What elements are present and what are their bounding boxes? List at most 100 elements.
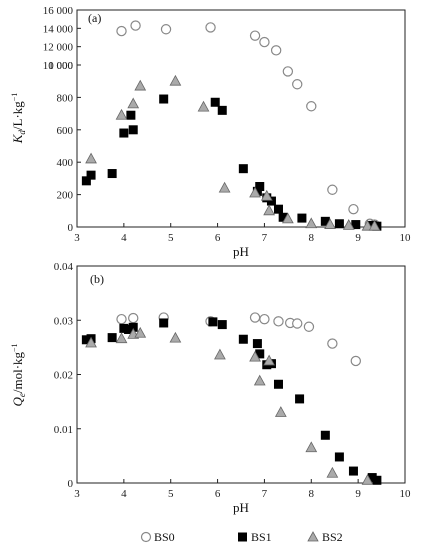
point-bs2-b [263,354,275,366]
point-bs1-a [119,128,129,138]
point-bs2-a [281,212,294,224]
point-bs1-a [107,169,117,179]
point-bs1-b [217,320,227,330]
y-tick-label-b: 0.04 [54,261,74,273]
point-bs0-b [292,318,303,329]
point-bs0-a [259,36,270,48]
point-bs1-a [210,97,220,107]
point-bs2-a [197,100,210,112]
x-tick-label-a: 10 [400,232,412,244]
point-bs0-a [327,184,338,195]
y-tick-label-b: 0.01 [54,424,73,436]
x-tick-label-a: 6 [215,232,221,244]
point-bs1-b [124,324,134,334]
point-bs2-b [115,332,128,344]
point-bs0-b [303,321,315,332]
x-tick-label-a: 5 [168,232,174,244]
x-ticks-b: 3 4 5 6 7 8 9 10 [74,479,411,500]
point-bs0-a [160,24,172,35]
y-ticks-b: 0 0.01 0.02 0.03 0.04 [54,261,81,490]
point-bs1-a [278,212,288,222]
point-bs1-b [367,473,377,483]
point-bs2-b [305,441,318,453]
legend-label-bs0: BS0 [154,530,175,544]
x-tick-label-b: 10 [400,488,412,500]
chart-b: (b) Qe/mol·kg−1 pH 3 4 5 6 7 8 9 10 0 0.01 0.02 0.… [10,261,411,515]
point-bs1-b [238,334,248,344]
point-bs2-a [260,189,273,201]
point-bs0-b [327,338,338,349]
point-bs2-a [85,152,97,164]
y-tick-label-a: 0 [68,222,74,234]
point-bs0-b [128,312,139,324]
point-bs1-a [238,164,248,174]
y-axis-label-b: Qe/mol·kg−1 [10,343,27,406]
legend-marker-bs1 [238,532,247,542]
point-bs2-b [249,350,261,362]
point-bs1-b [255,349,265,359]
point-bs1-a [81,176,91,186]
point-bs2-b [134,326,147,338]
point-bs2-a [134,79,147,91]
plot-frame-a [76,9,406,228]
x-tick-label-b: 8 [309,488,315,500]
y-tick-label-a: 400 [57,157,74,169]
y-axis-label-a: Kd/L·kg−1 [10,93,27,145]
point-bs1-b [159,318,169,328]
x-tick-label-a: 9 [355,232,361,244]
point-bs2-b [326,466,339,478]
point-bs1-a [255,182,265,191]
plot-frame-b [76,265,406,484]
point-bs1-b [107,333,117,343]
point-bs1-a [217,105,227,115]
x-tick-label-b: 3 [74,488,80,500]
legend-marker-bs2 [307,531,319,542]
markers-a [81,20,382,231]
point-bs0-a [130,20,141,31]
x-tick-label-a: 3 [74,232,80,244]
x-tick-label-a: 4 [121,232,127,244]
point-bs1-a [159,94,169,104]
x-tick-label-a: 7 [262,232,268,244]
legend-label-bs2: BS2 [322,530,343,544]
x-tick-label-b: 7 [262,488,268,500]
x-ticks-a: 3 4 5 6 7 8 9 10 [74,223,411,244]
y-tick-label-a: 1 000 [48,60,73,72]
markers-b [81,312,382,485]
point-bs2-b [274,406,287,417]
point-bs2-a [263,204,275,216]
point-bs1-a [273,204,283,214]
point-bs0-a [270,45,282,56]
point-bs1-b [252,339,262,349]
point-bs0-a [249,30,261,41]
point-bs1-b [208,317,218,327]
x-tick-label-b: 6 [215,488,221,500]
point-bs0-a [348,203,359,215]
legend-item-bs0: BS0 [140,530,175,544]
point-bs0-a [116,25,127,37]
point-bs0-a [292,79,303,90]
point-bs2-a [305,217,318,229]
point-bs1-b [320,430,330,440]
point-bs2-a [368,219,381,231]
panel-label-a: (a) [88,11,101,25]
point-bs0-b [116,313,127,325]
y-tick-label-b: 0.03 [54,315,74,327]
y-tick-label-a: 800 [57,92,74,104]
point-bs1-a [334,219,344,229]
y-tick-label-b: 0.02 [54,370,73,382]
point-bs1-a [297,213,307,223]
point-bs2-a [169,74,182,86]
point-bs2-a [249,186,261,198]
legend-item-bs2: BS2 [307,530,343,544]
y-tick-label-a: 14 000 [43,23,74,35]
x-tick-label-b: 5 [168,488,174,500]
point-bs2-b [253,374,266,386]
point-bs2-a [342,219,355,230]
panel-label-b: (b) [90,272,104,286]
legend-label-bs1: BS1 [251,530,272,544]
point-bs1-a [128,125,138,135]
point-bs1-b [348,466,358,476]
